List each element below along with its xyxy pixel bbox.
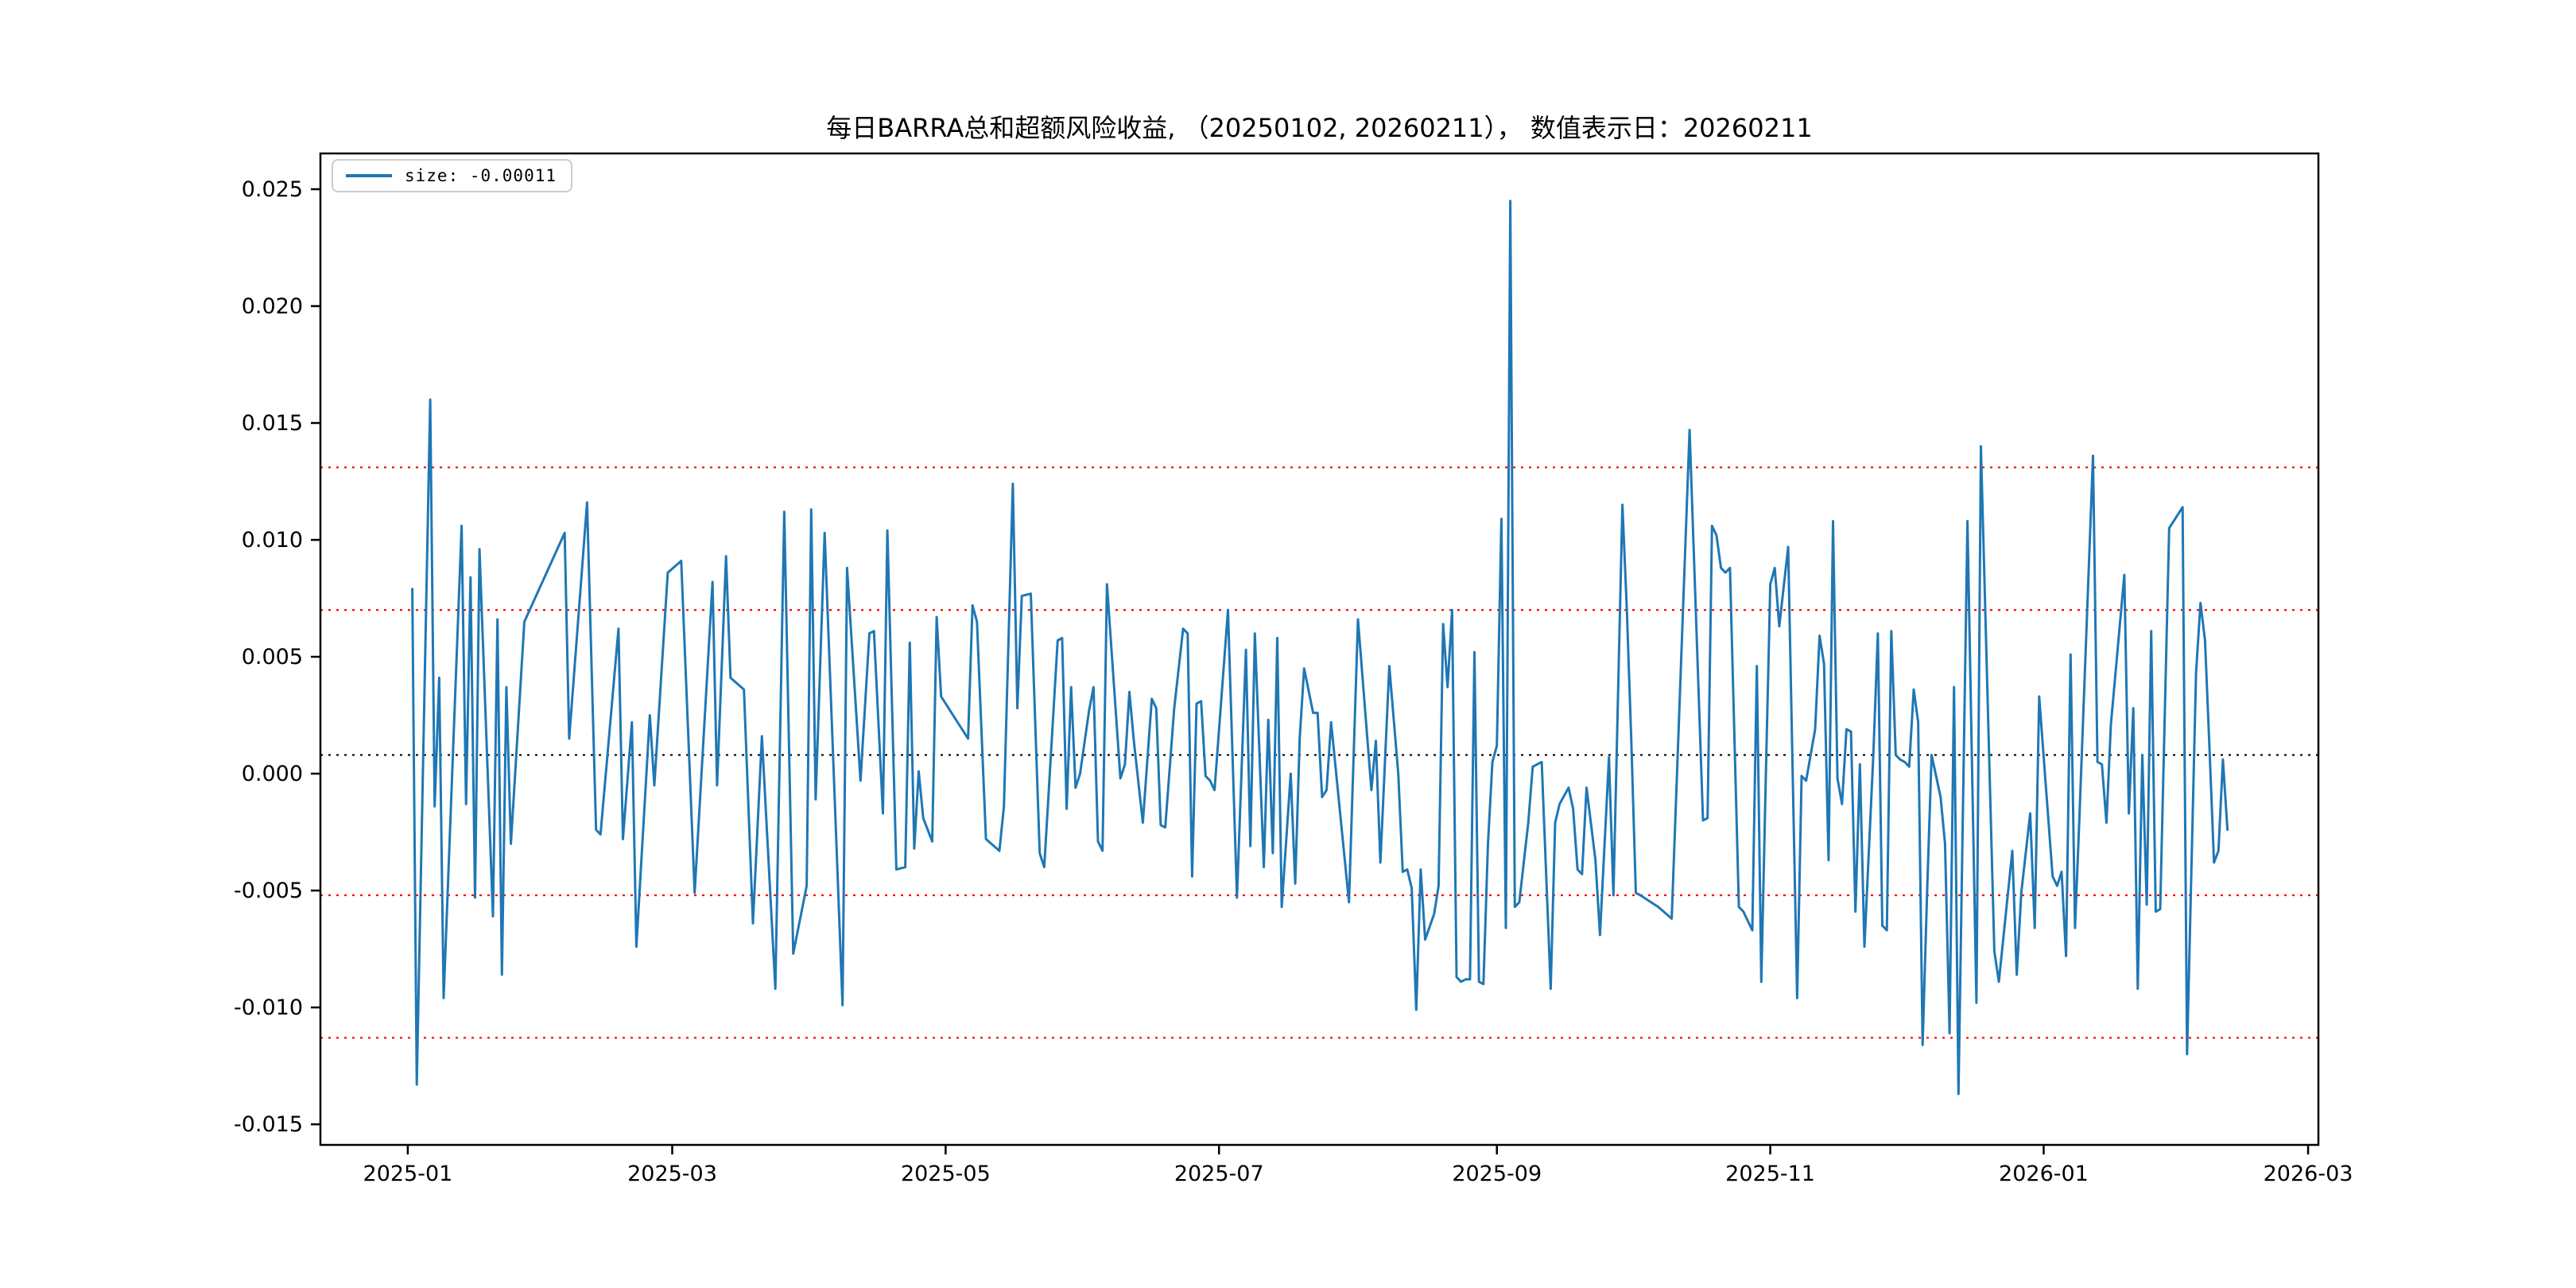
x-tick-label: 2025-09 <box>1452 1162 1542 1186</box>
x-axis: 2025-01 2025-03 2025-05 2025-07 2025-09 2025-… <box>363 1145 2353 1186</box>
x-tick-label: 2025-07 <box>1174 1162 1264 1186</box>
y-axis: 0.025 0.020 0.015 0.010 0.005 0.000 -0.005 -0.0… <box>234 177 320 1137</box>
legend-label: size: -0.00011 <box>405 166 557 185</box>
x-tick-label: 2026-03 <box>2264 1162 2353 1186</box>
y-tick-label: -0.010 <box>234 995 303 1020</box>
y-tick-label: 0.005 <box>242 645 303 669</box>
legend-line-swatch <box>346 174 392 177</box>
chart-title: 每日BARRA总和超额风险收益, （20250102, 20260211）， 数… <box>826 113 1813 143</box>
y-tick-label: 0.015 <box>242 411 303 436</box>
y-tick-label: -0.015 <box>234 1112 303 1137</box>
x-tick-label: 2025-11 <box>1725 1162 1815 1186</box>
x-tick-label: 2025-01 <box>363 1162 453 1186</box>
plot-border <box>319 152 2320 1146</box>
y-tick-label: -0.005 <box>234 879 303 903</box>
series-line <box>411 200 2229 1096</box>
x-tick-label: 2025-05 <box>901 1162 991 1186</box>
y-tick-label: 0.010 <box>242 528 303 553</box>
x-tick-label: 2026-01 <box>1999 1162 2089 1186</box>
y-tick-label: 0.000 <box>242 762 303 786</box>
x-tick-label: 2025-03 <box>627 1162 717 1186</box>
y-tick-label: 0.020 <box>242 294 303 319</box>
y-tick-label: 0.025 <box>242 177 303 202</box>
legend[interactable]: size: -0.00011 <box>332 159 573 192</box>
